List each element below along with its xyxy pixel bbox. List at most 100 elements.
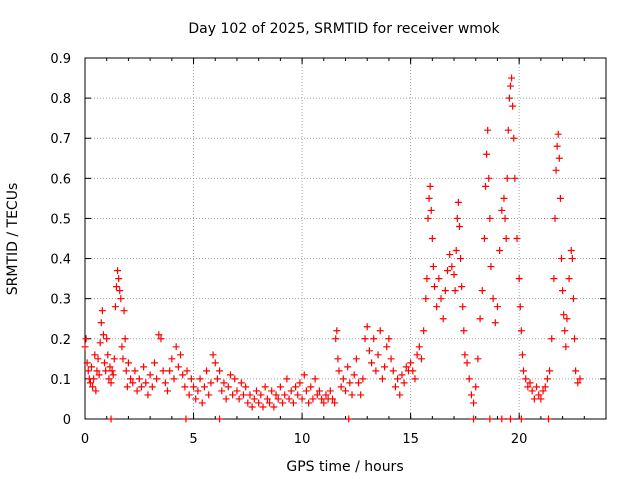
data-point [352, 355, 360, 363]
data-point [435, 275, 443, 283]
data-point [200, 383, 208, 391]
data-point [90, 375, 98, 383]
data-point [387, 355, 395, 363]
data-point [92, 387, 100, 395]
data-point [361, 335, 369, 343]
data-point [142, 379, 150, 387]
data-point [439, 315, 447, 323]
data-point [88, 363, 96, 371]
data-point [350, 371, 358, 379]
data-point [114, 267, 122, 275]
data-point [137, 383, 145, 391]
data-point [465, 375, 473, 383]
data-point [472, 383, 480, 391]
data-point [226, 371, 234, 379]
data-point [220, 379, 228, 387]
data-point [493, 303, 501, 311]
data-point [86, 379, 94, 387]
data-point [155, 331, 163, 339]
data-point [470, 399, 478, 407]
data-point [112, 283, 120, 291]
data-point [431, 283, 439, 291]
data-point [509, 102, 517, 110]
data-point [482, 182, 490, 190]
data-point [522, 375, 530, 383]
data-point [266, 399, 274, 407]
data-point [315, 387, 323, 395]
data-point [359, 375, 367, 383]
data-point [99, 331, 107, 339]
data-point [554, 130, 562, 138]
data-point [453, 214, 461, 222]
data-point [526, 379, 534, 387]
data-point [543, 375, 551, 383]
data-point [148, 383, 156, 391]
data-point [292, 383, 300, 391]
data-point [572, 367, 580, 375]
data-point [119, 355, 127, 363]
data-point [179, 371, 187, 379]
data-point [484, 126, 492, 134]
y-tick-label: 0.9 [50, 52, 71, 67]
data-point [101, 359, 109, 367]
data-point [504, 126, 512, 134]
data-point [174, 363, 182, 371]
data-point [123, 383, 131, 391]
data-point [331, 399, 339, 407]
data-point [170, 375, 178, 383]
data-point [255, 399, 263, 407]
data-point [374, 351, 382, 359]
data-point [516, 303, 524, 311]
data-point [334, 355, 342, 363]
data-point [133, 387, 141, 395]
data-point [365, 347, 373, 355]
data-point [396, 391, 404, 399]
data-point [305, 399, 313, 407]
data-point [333, 327, 341, 335]
data-point [391, 383, 399, 391]
data-point [157, 335, 165, 343]
data-point [411, 375, 419, 383]
data-point [97, 319, 105, 327]
data-point [96, 339, 104, 347]
data-point [194, 387, 202, 395]
data-point [287, 387, 295, 395]
data-point [461, 351, 469, 359]
data-point [294, 391, 302, 399]
data-point [562, 343, 570, 351]
data-point [511, 174, 519, 182]
data-point [168, 355, 176, 363]
data-point [550, 275, 558, 283]
data-point [337, 383, 345, 391]
data-point [565, 275, 573, 283]
data-point [448, 263, 456, 271]
y-tick-label: 0.1 [50, 373, 71, 388]
data-point [376, 327, 384, 335]
data-point [489, 295, 497, 303]
data-point [144, 391, 152, 399]
data-point [437, 295, 445, 303]
data-point [107, 379, 115, 387]
data-point [166, 367, 174, 375]
data-point [559, 287, 567, 295]
data-point [537, 395, 545, 403]
data-point [423, 275, 431, 283]
data-point [120, 307, 128, 315]
data-point [427, 206, 435, 214]
data-point [378, 375, 386, 383]
data-point [424, 214, 432, 222]
x-tick-label: 15 [402, 432, 419, 447]
data-point [246, 391, 254, 399]
data-point [272, 391, 280, 399]
data-point [296, 379, 304, 387]
data-point [93, 367, 101, 375]
data-point [229, 391, 237, 399]
data-point [268, 387, 276, 395]
y-tick-label: 0.6 [50, 172, 71, 187]
data-point [242, 383, 250, 391]
data-point [417, 355, 425, 363]
data-point [381, 363, 389, 371]
data-point [500, 194, 508, 202]
data-point [94, 355, 102, 363]
data-point [556, 194, 564, 202]
